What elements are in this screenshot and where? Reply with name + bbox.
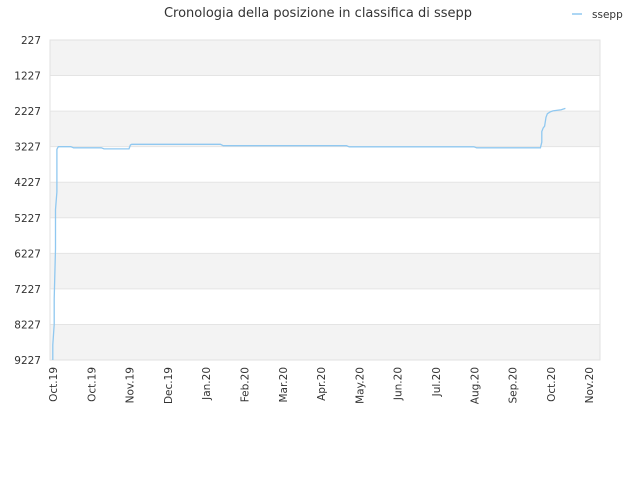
x-tick-label: Nov.20 <box>584 367 596 403</box>
plot-bands <box>50 40 600 360</box>
x-tick-label: Aug.20 <box>469 367 481 404</box>
y-tick-label: 4227 <box>14 177 41 189</box>
x-tick-label: Jan.20 <box>201 367 213 401</box>
y-tick-label: 1227 <box>14 71 41 83</box>
y-tick-label: 9227 <box>14 355 41 367</box>
plot-band <box>50 253 600 289</box>
legend[interactable]: ssepp <box>572 9 623 21</box>
plot-band <box>50 111 600 147</box>
y-tick-label: 6227 <box>14 248 41 260</box>
plot-band <box>50 182 600 218</box>
x-tick-label: Apr.20 <box>316 367 328 401</box>
x-tick-label: Sep.20 <box>508 367 520 404</box>
series-line-ssepp <box>52 107 566 360</box>
x-tick-label: May.20 <box>354 367 366 404</box>
y-tick-label: 2227 <box>14 106 41 118</box>
y-tick-label: 5227 <box>14 213 41 225</box>
legend-label-ssepp: ssepp <box>592 9 623 21</box>
x-tick-label: Mar.20 <box>278 367 290 403</box>
y-tick-label: 8227 <box>14 319 41 331</box>
x-tick-label: Jun.20 <box>393 367 405 401</box>
x-tick-label: Oct.19 <box>86 367 98 402</box>
x-tick-label: Nov.19 <box>125 367 137 403</box>
plot-band <box>50 40 600 76</box>
y-axis-ticks: 227 1227 2227 3227 4227 5227 6227 7227 8227 9227 <box>14 35 41 367</box>
x-tick-label: Oct.20 <box>546 367 558 402</box>
y-tick-label: 3227 <box>14 142 41 154</box>
plot-area-frame <box>49 39 601 361</box>
y-tick-label: 7227 <box>14 284 41 296</box>
x-tick-label: Dec.19 <box>163 367 175 404</box>
x-tick-label: Jul.20 <box>431 367 443 397</box>
plot-band <box>50 324 600 360</box>
chart-title: Cronologia della posizione in classifica… <box>164 6 472 21</box>
y-tick-label: 227 <box>21 35 41 47</box>
x-tick-label: Oct.19 <box>48 367 60 402</box>
x-tick-label: Feb.20 <box>240 367 252 402</box>
x-axis-ticks: Oct.19 Oct.19 Nov.19 Dec.19 Jan.20 Feb.20 Mar.… <box>48 367 596 404</box>
